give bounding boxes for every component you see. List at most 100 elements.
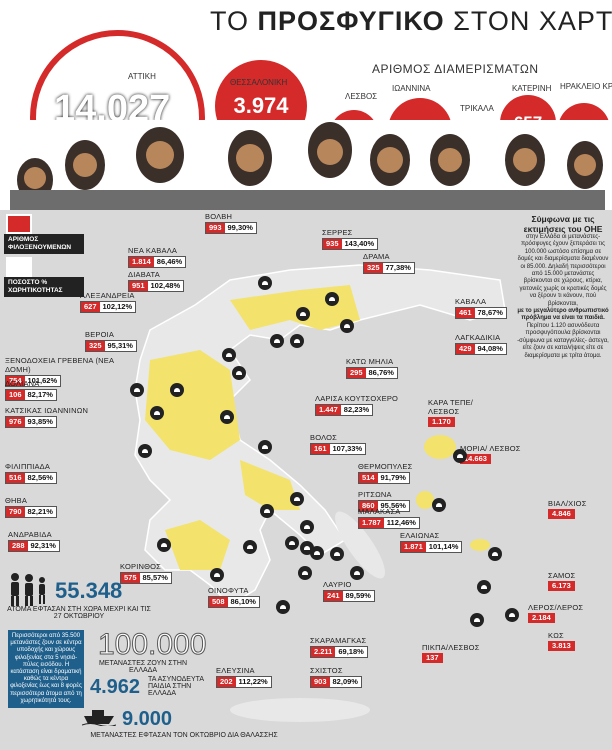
- camp-values: 325 77,38%: [363, 262, 415, 274]
- apartment-bubble-label: ΗΡΑΚΛΕΙΟ ΚΡΗΤΗΣ: [560, 82, 612, 91]
- camp-pin-icon: [243, 540, 257, 554]
- camp-label: ΚΑΤΩ ΜΗΛΙΑ 295 86,76%: [346, 357, 398, 379]
- camp-count: 325: [364, 263, 383, 273]
- island-camp-label: ΣΑΜΟΣ 6.173: [548, 571, 575, 591]
- camp-values: 993 99,30%: [205, 222, 257, 234]
- camp-percent: 102,12%: [99, 302, 136, 312]
- camp-percent: 93,85%: [24, 417, 56, 427]
- island-camp-label: ΠΙΚΠΑ/ΛΕΣΒΟΣ 137: [422, 643, 480, 663]
- camp-percent: 82,21%: [24, 507, 56, 517]
- camp-name: ΛΑΓΚΑΔΙΚΙΑ: [455, 333, 501, 342]
- camp-count: 106: [6, 390, 25, 400]
- camp-label: ΒΟΛΟΣ 161 107,33%: [310, 433, 367, 455]
- camp-values: 951 102,48%: [128, 280, 185, 292]
- island-camp-label: ΛΕΡΟΣ/ΛΕΡΟΣ 2.184: [528, 603, 583, 623]
- camp-name: ΚΑΤΩ ΜΗΛΙΑ: [346, 357, 394, 366]
- camp-values: 627 102,12%: [80, 301, 137, 313]
- camp-pin-icon: [258, 276, 272, 290]
- camp-percent: 112,46%: [383, 518, 419, 528]
- camp-count: 860: [359, 501, 378, 511]
- side-text-tail: Περίπου 1.120 ασυνόδευτα προσφυγόπουλα β…: [517, 322, 609, 359]
- camp-pin-icon: [290, 334, 304, 348]
- camp-count: 790: [6, 507, 25, 517]
- camp-pin-icon: [470, 613, 484, 627]
- island-camp-count: 137: [422, 653, 443, 663]
- island-camp-count: 2.184: [528, 613, 555, 623]
- island-camp-count: 1.170: [428, 417, 455, 427]
- left-note: Περισσότεροι από 35.500 μετανάστες ζουν …: [8, 630, 84, 709]
- camp-name: ΜΑΛΑΚΑΣΑ: [358, 507, 401, 516]
- camp-pin-icon: [505, 608, 519, 622]
- island-camp-count: 4.846: [548, 509, 575, 519]
- camp-name: ΛΑΡΙΣΑ ΚΟΥΤΣΟΧΕΡΟ: [315, 394, 399, 403]
- camp-percent: 77,38%: [382, 263, 414, 273]
- camp-pin-icon: [298, 566, 312, 580]
- boat-value: 9.000: [122, 708, 173, 730]
- camp-values: 1.814 86,46%: [128, 256, 187, 268]
- camp-values: 461 78,67%: [455, 307, 507, 319]
- camp-pin-icon: [258, 440, 272, 454]
- camp-count: 1.447: [316, 405, 341, 415]
- camp-name: ΞΕΝΟΔΟΧΕΙΑ ΓΡΕΒΕΝΑ (ΝΕΑ ΔΟΜΗ): [5, 356, 114, 374]
- camp-values: 288 92,31%: [8, 540, 60, 552]
- camp-percent: 99,30%: [224, 223, 256, 233]
- attica-region: [240, 460, 300, 510]
- camp-values: 516 82,56%: [5, 472, 57, 484]
- camp-values: 241 89,59%: [323, 590, 375, 602]
- island-camp-label: ΚΩΣ 3.813: [548, 631, 575, 651]
- camp-label: ΚΟΡΙΝΘΟΣ 575 85,57%: [120, 562, 172, 584]
- camp-label: ΒΕΡΟΙΑ 325 95,31%: [85, 330, 137, 352]
- camp-values: 325 95,31%: [85, 340, 137, 352]
- camp-name: ΔΡΑΜΑ: [363, 252, 390, 261]
- camp-name: ΣΚΑΡΑΜΑΓΚΑΣ: [310, 636, 367, 645]
- camp-count: 627: [81, 302, 100, 312]
- camp-values: 575 85,57%: [120, 572, 172, 584]
- camp-name: ΚΑΤΣΙΚΑΣ ΙΩΑΝΝΙΝΩΝ: [5, 406, 89, 415]
- camp-label: ΦΙΛΙΠΠΙΑΔΑ 516 82,56%: [5, 462, 57, 484]
- camp-pin-icon: [210, 568, 224, 582]
- camp-label: ΡΙΤΣΩΝΑ 860 95,56%: [358, 490, 410, 512]
- camp-pin-icon: [130, 383, 144, 397]
- camp-pin-icon: [260, 504, 274, 518]
- camp-percent: 86,10%: [227, 597, 259, 607]
- island-camp-count: 3.813: [548, 641, 575, 651]
- apartment-bubble-label: ΛΕΣΒΟΣ: [345, 92, 378, 101]
- camp-label: ΟΙΝΟΦΥΤΑ 508 86,10%: [208, 586, 260, 608]
- camp-values: 202 112,22%: [216, 676, 272, 688]
- camp-pin-icon: [300, 520, 314, 534]
- arrivals-text: ΑΤΟΜΑ ΕΦΤΑΣΑΝ ΣΤΗ ΧΩΡΑ ΜΕΧΡΙ ΚΑΙ ΤΙΣ 27 …: [7, 606, 151, 620]
- camp-percent: 102,48%: [147, 281, 184, 291]
- apartments-title: ΑΡΙΘΜΟΣ ΔΙΑΜΕΡΙΣΜΑΤΩΝ: [372, 62, 539, 76]
- camp-percent: 101,62%: [24, 376, 61, 386]
- camp-pin-icon: [270, 334, 284, 348]
- camp-count: 325: [86, 341, 105, 351]
- camp-name: ΒΟΛΒΗ: [205, 212, 233, 221]
- camp-count: 461: [456, 308, 475, 318]
- camp-label: ΒΟΛΒΗ 993 99,30%: [205, 212, 257, 234]
- camp-name: ΝΕΑ ΚΑΒΑΛΑ: [128, 246, 178, 255]
- camp-pin-icon: [330, 547, 344, 561]
- camp-name: ΟΙΝΟΦΥΤΑ: [208, 586, 249, 595]
- camp-label: ΔΟΛΙΑΝΑ 106 82,17%: [5, 379, 57, 401]
- camp-label: ΑΝΔΡΑΒΙΔΑ 288 92,31%: [8, 530, 60, 552]
- samos-island: [470, 539, 490, 551]
- camp-values: 2.211 69,18%: [310, 646, 368, 658]
- camp-pin-icon: [350, 566, 364, 580]
- camp-pin-icon: [220, 410, 234, 424]
- total-value: 100.000: [97, 628, 207, 662]
- camp-count: 161: [311, 444, 330, 454]
- page-title: ΤΟ ΠΡΟΣΦΥΓΙΚΟ ΣΤΟΝ ΧΑΡΤΗ: [210, 6, 612, 37]
- camp-count: 241: [324, 591, 343, 601]
- legend-pct-swatch: [6, 257, 32, 277]
- camp-count: 754: [6, 376, 25, 386]
- legend-count-swatch: [6, 214, 32, 234]
- camp-label: ΛΑΓΚΑΔΙΚΙΑ 429 94,08%: [455, 333, 507, 355]
- children-text: ΤΑ ΑΣΥΝΟΔΕΥΤΑ ΠΑΙΔΙΑ ΣΤΗΝ ΕΛΛΑΔΑ: [148, 676, 204, 697]
- island-camp-name: ΚΩΣ: [548, 631, 564, 640]
- camp-percent: 82,23%: [340, 405, 373, 415]
- camp-label: ΕΛΕΥΣΙΝΑ 202 112,22%: [216, 666, 272, 688]
- total-text: ΜΕΤΑΝΑΣΤΕΣ ΖΟΥΝ ΣΤΗΝ ΕΛΛΑΔΑ: [98, 660, 188, 674]
- camp-name: ΚΑΒΑΛΑ: [455, 297, 487, 306]
- camp-percent: 94,08%: [474, 344, 506, 354]
- central-region: [145, 350, 240, 460]
